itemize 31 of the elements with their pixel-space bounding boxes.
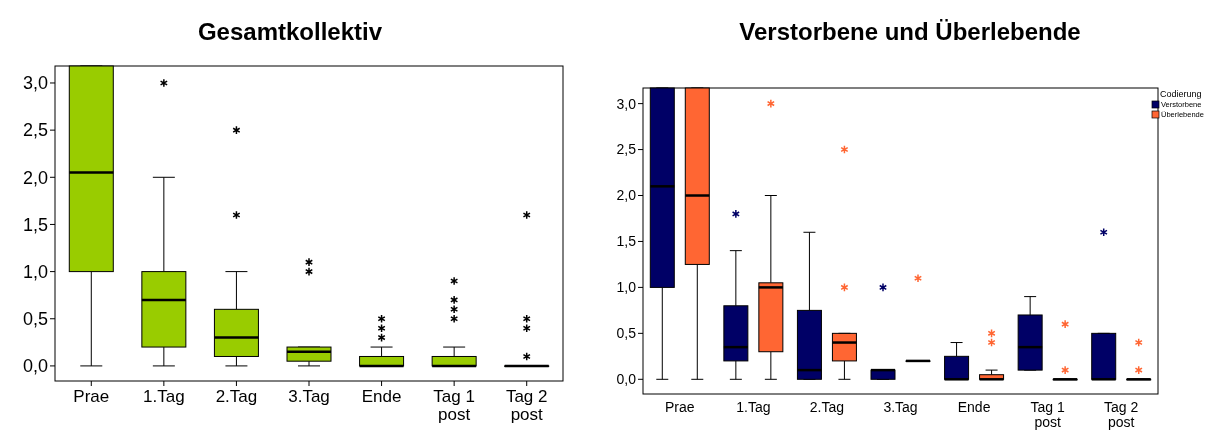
y-tick-label: 0,5 <box>22 309 48 330</box>
y-tick-label: 2,0 <box>22 167 48 188</box>
x-tick-label: 3.Tag <box>883 399 918 415</box>
y-tick-label: 2,5 <box>616 141 637 158</box>
x-tick-label: 3.Tag <box>288 387 330 406</box>
x-tick-label: Tag 1 post <box>433 387 475 424</box>
y-tick-label: 1,0 <box>22 261 48 282</box>
x-tick-label: Prae <box>73 387 110 406</box>
y-tick-label: 2,5 <box>22 120 48 141</box>
y-tick-label: 3,0 <box>22 73 48 94</box>
y-tick-label: 0,5 <box>616 325 637 342</box>
legend-title: Codierung <box>1160 89 1202 99</box>
y-tick-label: 0,0 <box>616 371 637 388</box>
x-tick-label: Ende <box>361 387 402 406</box>
x-tick-label: 1.Tag <box>143 387 185 406</box>
x-tick-label: 1.Tag <box>736 399 771 415</box>
x-tick-label: Tag 2 post <box>1104 399 1139 430</box>
x-tick-label: Ende <box>957 399 991 415</box>
x-tick-label: Tag 1 post <box>1030 399 1065 430</box>
y-tick-label: 1,5 <box>22 214 48 235</box>
y-tick-label: 1,5 <box>616 233 637 250</box>
y-tick-label: 0,0 <box>22 356 48 377</box>
x-tick-label: Prae <box>665 399 695 415</box>
chart-title: Verstorbene und Überlebende <box>739 18 1081 45</box>
y-tick-label: 1,0 <box>616 279 637 296</box>
y-tick-label: 3,0 <box>616 95 637 112</box>
y-tick-label: 2,0 <box>616 187 637 204</box>
x-tick-label: 2.Tag <box>215 387 258 406</box>
x-tick-label: Tag 2 post <box>505 387 548 424</box>
x-tick-label: 2.Tag <box>809 399 845 415</box>
chart-title: Gesamtkollektiv <box>197 18 383 45</box>
